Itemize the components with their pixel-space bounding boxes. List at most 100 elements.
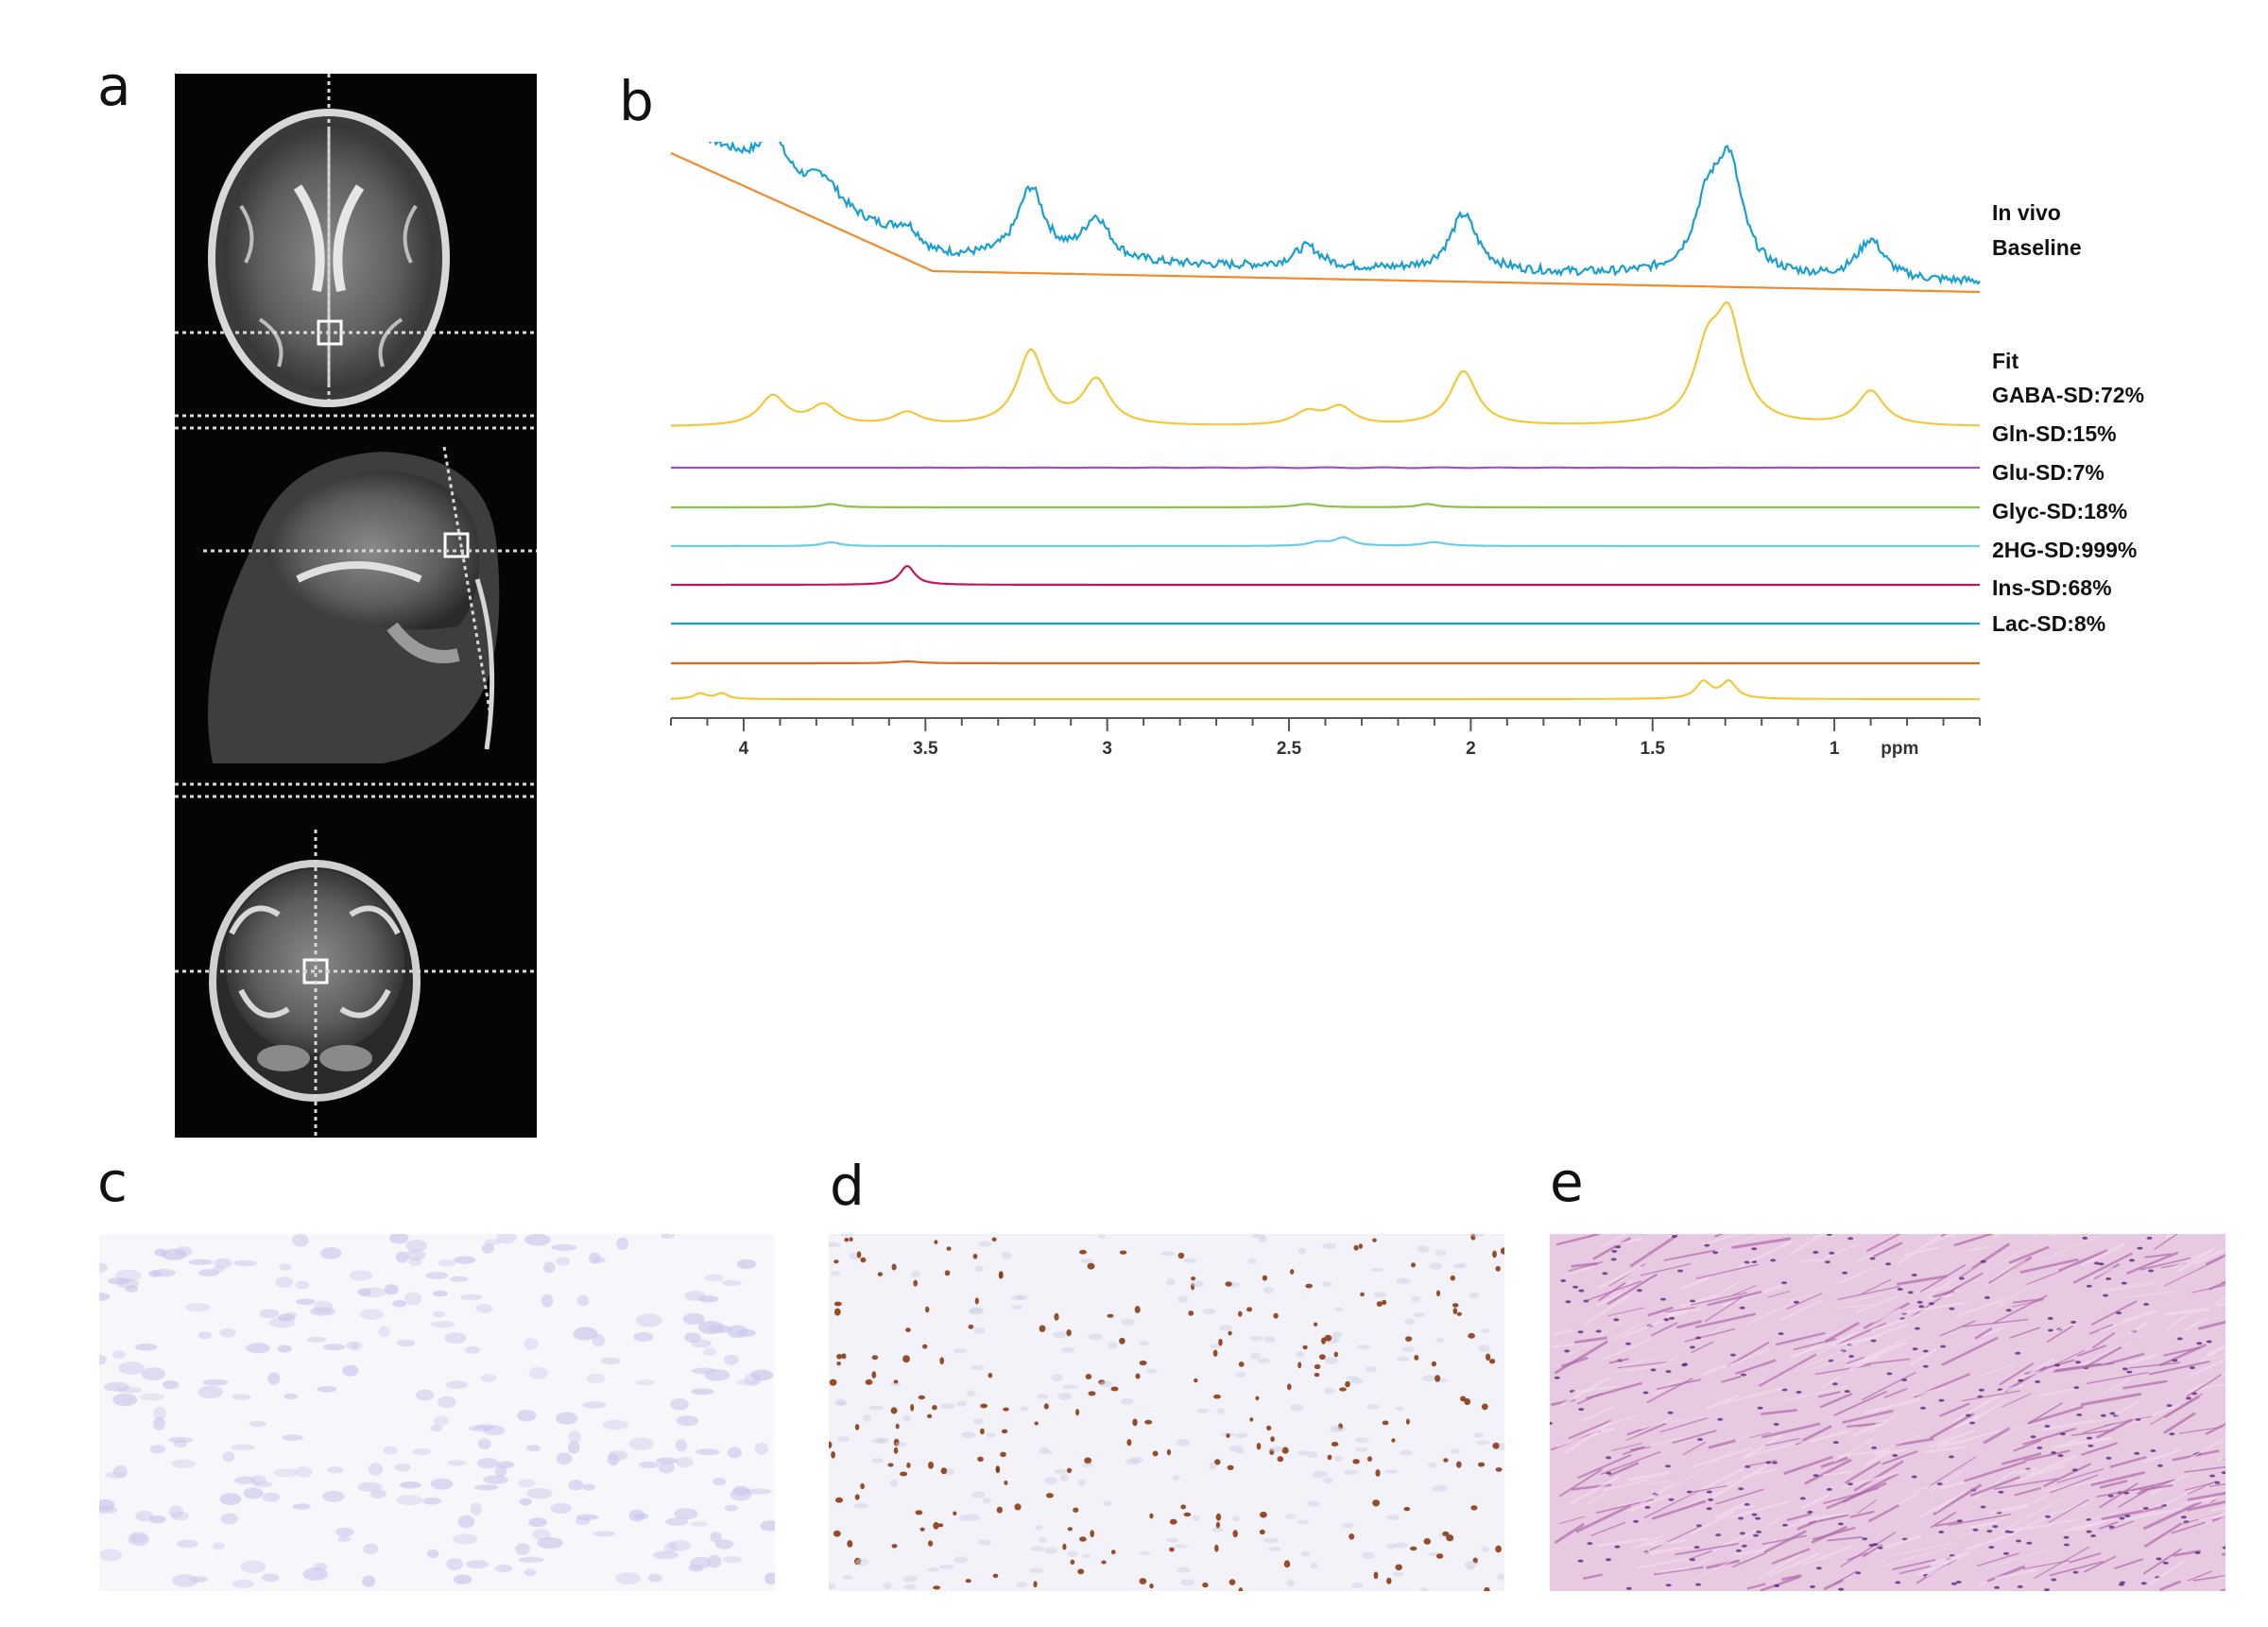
cell-nucleus: [1196, 1408, 1209, 1413]
fiber-strand: [1744, 1301, 1796, 1327]
panel-label-d: d: [830, 1154, 865, 1218]
cell-nucleus: [1868, 1544, 1875, 1547]
fiber-strand: [1559, 1376, 1610, 1407]
cell-nucleus: [176, 1539, 198, 1549]
cell-nucleus: [1404, 1318, 1415, 1326]
fiber-strand: [2080, 1242, 2126, 1267]
fiber-strand: [1897, 1235, 1941, 1265]
cell-nucleus: [1306, 1450, 1317, 1459]
fiber-strand: [1715, 1500, 1749, 1519]
cell-nucleus: [1956, 1519, 1963, 1523]
fiber-strand: [1953, 1234, 1993, 1247]
cell-nucleus: [1886, 1372, 1893, 1376]
fiber-strand: [1592, 1237, 1631, 1260]
cell-nucleus: [965, 1514, 980, 1521]
positive-nucleus: [1386, 1577, 1392, 1584]
cell-nucleus: [2221, 1471, 2225, 1475]
positive-nucleus: [1435, 1375, 1441, 1382]
cell-nucleus: [233, 1259, 258, 1267]
positive-nucleus: [1039, 1325, 1046, 1332]
positive-nucleus: [1373, 1571, 1379, 1580]
positive-nucleus: [1266, 1425, 1272, 1430]
positive-nucleus: [1450, 1275, 1455, 1281]
cell-nucleus: [457, 1515, 475, 1529]
cell-nucleus: [902, 1575, 918, 1583]
cell-nucleus: [202, 1379, 229, 1386]
fiber-strand: [1606, 1273, 1658, 1306]
cell-nucleus: [2137, 1246, 2143, 1250]
fiber-strand: [1892, 1559, 1936, 1570]
cell-nucleus: [1578, 1408, 1585, 1412]
cell-nucleus: [969, 1307, 984, 1314]
cell-nucleus: [1837, 1522, 1844, 1526]
cell-nucleus: [1847, 1237, 1854, 1241]
fiber-strand: [1731, 1551, 1767, 1568]
fiber-strand: [1697, 1491, 1723, 1498]
cell-nucleus: [2166, 1404, 2173, 1408]
cell-nucleus: [575, 1516, 591, 1526]
positive-nucleus: [1149, 1513, 1154, 1519]
cell-nucleus: [2051, 1578, 2057, 1582]
cell-nucleus: [868, 1405, 885, 1411]
fiber-strand: [1650, 1322, 1678, 1337]
cell-nucleus: [1994, 1585, 2001, 1589]
series-label-2: Fit: [1992, 349, 2019, 373]
positive-nucleus: [1139, 1360, 1147, 1366]
cell-nucleus: [2105, 1456, 2112, 1460]
fiber-strand: [2100, 1280, 2155, 1292]
positive-nucleus: [1062, 1543, 1067, 1550]
positive-nucleus: [1409, 1546, 1418, 1551]
fiber-strand: [1912, 1483, 1935, 1493]
cell-nucleus: [977, 1539, 991, 1546]
fiber-strand: [2096, 1418, 2133, 1439]
fiber-strand: [2216, 1575, 2225, 1580]
cell-nucleus: [268, 1317, 296, 1328]
cell-nucleus: [214, 1258, 232, 1269]
fiber-strand: [2165, 1234, 2186, 1239]
cell-nucleus: [1435, 1338, 1445, 1343]
fiber-strand: [2142, 1499, 2178, 1512]
cell-nucleus: [2018, 1379, 2024, 1382]
fiber-strand: [1854, 1294, 1899, 1314]
cell-nucleus: [1796, 1391, 1802, 1394]
cell-nucleus: [576, 1294, 590, 1307]
cell-nucleus: [473, 1484, 499, 1491]
cell-nucleus: [682, 1312, 705, 1326]
cell-nucleus: [412, 1447, 431, 1456]
cell-nucleus: [835, 1398, 847, 1406]
cell-nucleus: [2090, 1534, 2096, 1537]
cell-nucleus: [363, 1543, 379, 1554]
positive-nucleus: [932, 1405, 937, 1411]
cell-nucleus: [1139, 1551, 1151, 1556]
positive-nucleus: [1423, 1538, 1432, 1545]
fiber-strand: [1980, 1363, 2015, 1377]
cell-nucleus: [1182, 1258, 1197, 1263]
cell-nucleus: [1097, 1234, 1107, 1239]
cell-nucleus: [1642, 1391, 1649, 1395]
cell-nucleus: [727, 1325, 748, 1339]
cell-nucleus: [2108, 1525, 2115, 1529]
cell-nucleus: [1706, 1507, 1712, 1511]
x-tick-label: 2.5: [1277, 739, 1302, 759]
histology-image-e: [1550, 1234, 2225, 1591]
cell-nucleus: [1312, 1470, 1328, 1479]
cell-nucleus: [842, 1575, 853, 1580]
cell-nucleus: [690, 1521, 708, 1527]
cell-nucleus: [1708, 1498, 1714, 1501]
cell-nucleus: [185, 1303, 211, 1312]
fiber-strand: [2033, 1234, 2040, 1238]
cell-nucleus: [149, 1445, 166, 1454]
cell-nucleus: [2030, 1435, 2036, 1439]
fiber-strand: [2006, 1498, 2062, 1530]
fiber-strand: [1611, 1443, 1643, 1451]
fiber-strand: [2216, 1456, 2225, 1462]
fiber-strand: [2163, 1396, 2201, 1419]
fiber-strand: [1896, 1275, 1948, 1286]
fiber-strand: [1923, 1446, 1967, 1454]
cell-nucleus: [1602, 1272, 1608, 1276]
positive-nucleus: [1443, 1458, 1449, 1463]
cell-nucleus: [939, 1565, 954, 1569]
x-axis-label: ppm: [1881, 739, 1918, 759]
cell-nucleus: [542, 1261, 556, 1274]
cell-nucleus: [1366, 1404, 1380, 1410]
